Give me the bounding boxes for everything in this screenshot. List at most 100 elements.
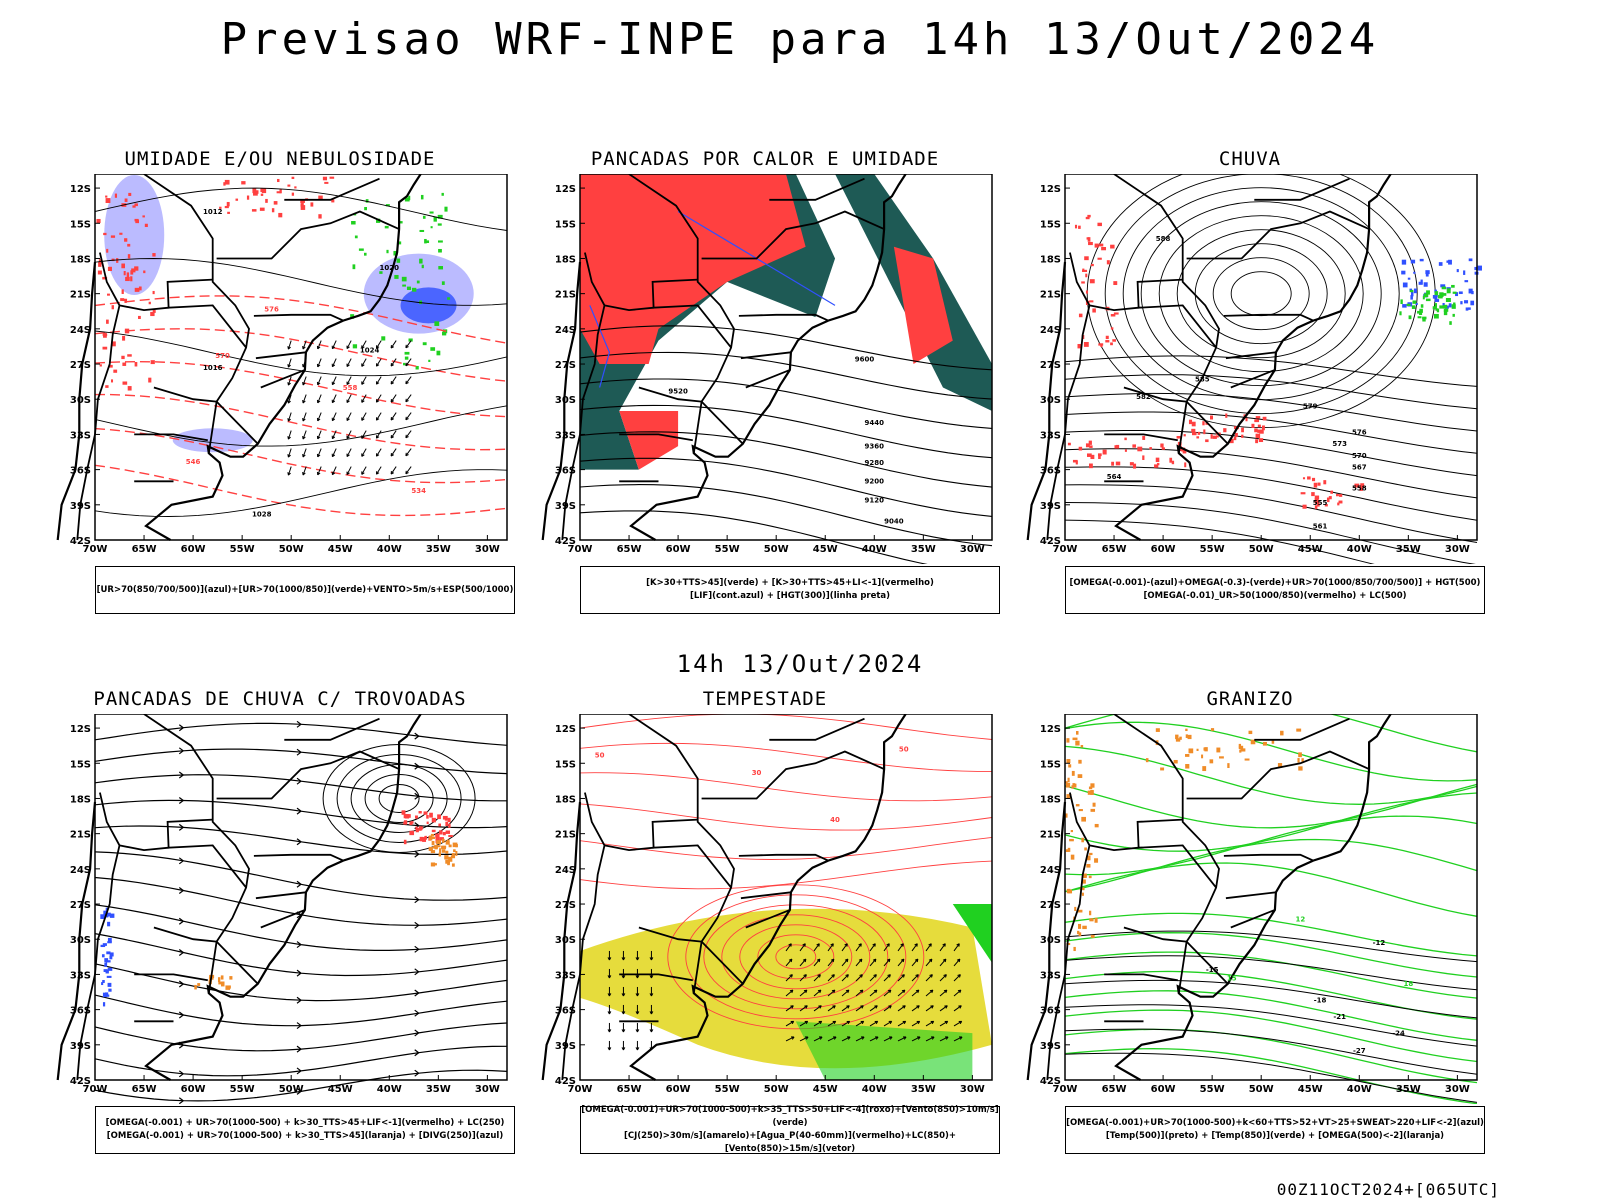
wind-vector-head (819, 1036, 823, 1040)
rain-speck (1161, 447, 1165, 450)
wind-vector (925, 974, 933, 982)
state-border (740, 351, 792, 360)
rain-speck (1097, 453, 1102, 457)
wind-vector (925, 958, 933, 967)
rain-speck (1110, 314, 1116, 317)
low-humidity-speck (352, 264, 356, 270)
low-humidity-speck (430, 226, 433, 229)
wind-vector-head (607, 1011, 612, 1015)
thunderstorm-speck (432, 846, 438, 849)
lat-tick-label: 18S (1040, 254, 1061, 265)
lon-tick-label: 35W (426, 544, 451, 555)
omega-speck (1081, 892, 1084, 896)
thickness-speck (291, 176, 295, 180)
wind-vector-head (874, 1005, 878, 1009)
wind-vector-head (621, 975, 626, 979)
wind-vector-head (361, 435, 365, 439)
streamline-arrow (178, 949, 184, 957)
lat-tick-label: 12S (555, 184, 576, 195)
wind-vector-head (832, 1005, 836, 1009)
lc850-contour (685, 894, 907, 1020)
rain-speck (1468, 258, 1473, 262)
thickness-speck (273, 201, 278, 205)
divergence-speck (100, 914, 106, 919)
wind-vector (287, 358, 292, 368)
rain-speck (1401, 259, 1407, 265)
wind-vector-head (902, 1020, 907, 1025)
wind-vector (799, 974, 807, 982)
map-background (95, 714, 507, 1080)
omega-speck (1081, 879, 1086, 884)
rain-speck (1432, 295, 1436, 299)
lat-tick-label: 21S (1040, 290, 1061, 301)
temp500-contour (1064, 955, 1478, 991)
wind-vector (405, 448, 412, 457)
state-border (561, 252, 606, 541)
contour-label: 534 (411, 487, 426, 495)
wind-vector-head (346, 363, 350, 367)
rain-speck (1311, 492, 1315, 497)
thickness-speck (127, 243, 131, 247)
rain-speck (1124, 449, 1127, 452)
rain-speck (1445, 297, 1451, 302)
lat-tick-label: 42S (555, 536, 576, 547)
thickness-speck (106, 248, 109, 253)
omega-speck (1175, 738, 1181, 742)
rain-speck (1115, 461, 1121, 466)
wind-vector-head (649, 975, 654, 979)
omega-speck (1271, 739, 1275, 744)
wind-vector-head (803, 974, 807, 978)
rain-speck (1233, 436, 1237, 441)
wind-vector (939, 1020, 948, 1027)
thickness-speck (227, 211, 230, 214)
wind-vector-head (287, 436, 291, 440)
lat-tick-label: 33S (70, 430, 91, 441)
rain-speck (1251, 423, 1255, 428)
wind-vector (939, 958, 947, 967)
wind-vector (939, 943, 946, 952)
lat-tick-label: 18S (70, 254, 91, 265)
wind-vector (361, 394, 367, 403)
contour-label: 561 (1313, 522, 1328, 530)
wind-vector-head (928, 943, 932, 947)
wind-vector-head (959, 1036, 963, 1040)
streamline-arrow (178, 980, 184, 988)
rain-speck (1470, 300, 1475, 306)
rain-speck (1432, 306, 1437, 310)
wind-vector (855, 1036, 865, 1042)
state-border (166, 278, 247, 349)
hgt300-contour (579, 404, 993, 459)
thickness-speck (138, 286, 142, 291)
rain-speck (1300, 492, 1306, 495)
rain-speck (1255, 439, 1259, 444)
thickness-speck (259, 207, 265, 211)
wind-vector-head (789, 989, 794, 994)
wind-vector (855, 943, 862, 952)
lat-tick-label: 42S (70, 1076, 91, 1087)
wind-vector-head (607, 993, 612, 997)
thunderstorm-speck (441, 845, 447, 850)
streamline-arrow (414, 792, 420, 800)
wind-vector (346, 448, 352, 457)
rain-speck (1311, 477, 1316, 482)
temp850-contour (1064, 1009, 1478, 1063)
wind-vector-head (859, 974, 863, 978)
wind-vector (897, 1036, 907, 1042)
divergence-speck (106, 975, 112, 978)
thickness-contour (94, 464, 508, 517)
omega-speck (1248, 730, 1253, 735)
wind-vector-head (405, 344, 409, 349)
lon-tick-label: 30W (1445, 1084, 1470, 1095)
lat-tick-label: 36S (70, 466, 91, 477)
lon-tick-label: 50W (1249, 1084, 1274, 1095)
thickness-speck (111, 341, 116, 347)
lat-tick-label: 27S (1040, 360, 1061, 371)
thunderstorm-speck (444, 855, 449, 860)
omega-speck (1076, 731, 1079, 735)
omega-speck (1175, 734, 1179, 740)
wind-vector (346, 466, 352, 475)
panel-title: GRANIZO (1206, 688, 1294, 710)
wind-vector-head (833, 1036, 837, 1040)
omega-speck (1066, 888, 1071, 894)
thickness-speck (106, 319, 109, 324)
